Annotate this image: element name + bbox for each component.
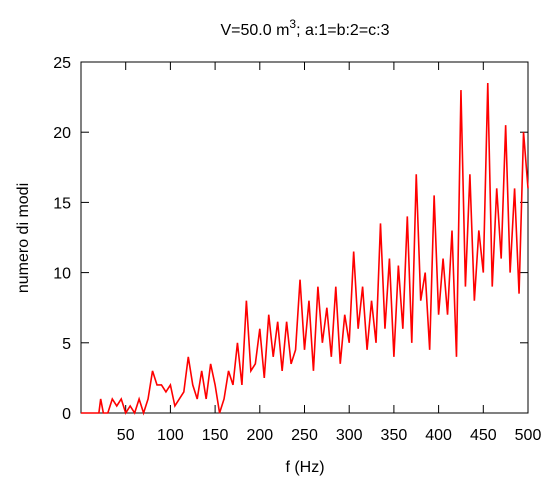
x-tick-label: 400: [425, 427, 452, 444]
y-tick-label: 0: [62, 406, 71, 423]
x-axis-label: f (Hz): [285, 459, 324, 476]
x-tick-label: 150: [202, 427, 229, 444]
x-tick-label: 350: [381, 427, 408, 444]
y-tick-label: 25: [53, 55, 71, 72]
x-tick-label: 100: [157, 427, 184, 444]
chart-title: V=50.0 m3; a:1=b:2=c:3: [220, 17, 389, 39]
x-tick-label: 300: [336, 427, 363, 444]
data-line: [81, 83, 529, 416]
x-tick-label: 500: [515, 427, 542, 444]
x-tick-label: 450: [470, 427, 497, 444]
y-axis-label: numero di modi: [15, 183, 32, 293]
y-tick-label: 20: [53, 125, 71, 142]
x-tick-label: 200: [246, 427, 273, 444]
x-tick-label: 50: [117, 427, 135, 444]
y-tick-label: 15: [53, 195, 71, 212]
y-tick-label: 10: [53, 266, 71, 283]
x-tick-label: 250: [291, 427, 318, 444]
y-tick-label: 5: [62, 336, 71, 353]
